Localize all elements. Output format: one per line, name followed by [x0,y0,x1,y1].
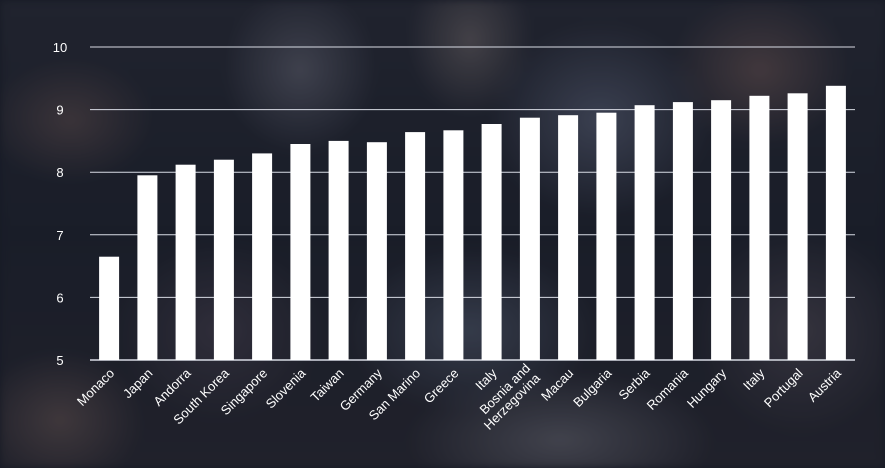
x-tick-label: Greece [421,366,462,407]
y-tick-label: 8 [56,165,63,180]
bar [825,85,846,361]
x-tick-label: Japan [120,366,156,402]
x-tick-label: Italy [740,365,768,393]
x-tick-label: Slovenia [263,365,309,411]
bar [213,159,234,360]
bar [290,144,311,360]
grid-lines [90,46,855,361]
bar [672,102,693,360]
y-axis-ticks: 5 6 7 8 9 10 [53,40,67,368]
bar [749,95,770,361]
y-tick-label: 6 [56,290,63,305]
x-tick-label: Monaco [74,366,117,409]
y-tick-label: 10 [53,40,67,55]
bar [596,112,617,360]
bar [443,130,464,360]
bar [558,115,579,360]
bar [328,140,349,360]
x-tick-label: Bosnia andHerzegovina [471,360,544,433]
bar [137,175,158,360]
bar [366,142,387,360]
bar [175,164,196,360]
y-tick-label: 9 [56,103,63,118]
x-tick-label: Hungary [684,365,730,411]
x-tick-label: Austria [805,365,845,405]
bar [787,93,808,361]
bar [711,100,732,360]
x-tick-label: Bulgaria [570,365,615,410]
x-tick-label: Portugal [761,365,806,410]
bar [252,153,273,360]
y-tick-label: 5 [56,353,63,368]
bars [99,85,846,361]
y-tick-label: 7 [56,228,63,243]
bar [519,117,540,360]
bar [481,124,502,360]
bar [634,105,655,360]
bar [99,256,120,360]
x-tick-label: Romania [644,365,692,413]
bar [405,132,426,360]
